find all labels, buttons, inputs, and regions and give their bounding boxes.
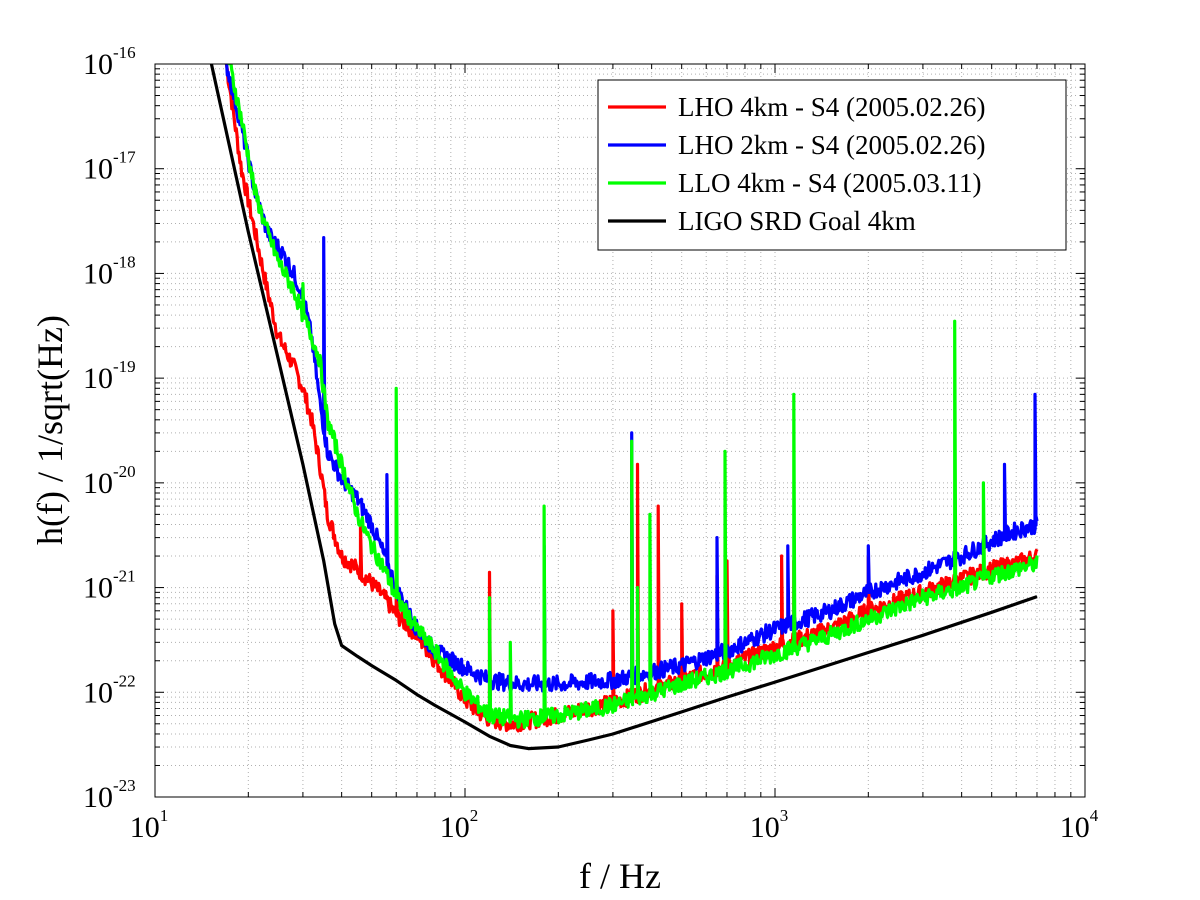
y-tick-label: 10-19: [83, 357, 136, 395]
legend-box: [597, 79, 1067, 251]
series-line-4: [209, 64, 1038, 751]
x-tick-label: 104: [1060, 806, 1099, 844]
x-tick-label: 101: [130, 806, 169, 844]
y-tick-label: 10-21: [83, 567, 136, 605]
y-tick-label: 10-23: [83, 776, 136, 814]
series-layer: [209, 64, 1039, 751]
y-tick-label: 10-18: [83, 252, 136, 290]
x-axis-label: f / Hz: [579, 856, 661, 896]
x-tick-labels: 101 102 103 104: [130, 806, 1099, 844]
legend-entry: LIGO SRD Goal 4km: [678, 206, 916, 236]
ticks: [154, 63, 1086, 798]
y-tick-label: 10-17: [83, 148, 136, 186]
legend-entry: LHO 4km - S4 (2005.02.26): [678, 92, 985, 122]
legend-entry: LLO 4km - S4 (2005.03.11): [678, 168, 981, 198]
series-line-3: [227, 64, 1039, 729]
x-tick-label: 102: [440, 806, 479, 844]
y-tick-label: 10-20: [83, 462, 136, 500]
legend-entry: LHO 2km - S4 (2005.02.26): [678, 130, 985, 160]
y-tick-label: 10-16: [83, 43, 136, 81]
y-tick-labels: 10-16 10-17 10-18 10-19 10-20 10-21 10-22 10-23: [83, 43, 136, 814]
x-tick-label: 103: [750, 806, 789, 844]
legend: LHO 4km - S4 (2005.02.26) LHO 2km - S4 (2…: [597, 79, 1067, 251]
y-axis-label: h(f) / 1/sqrt(Hz): [30, 315, 70, 545]
y-tick-label: 10-22: [83, 671, 136, 709]
plot-frame: [154, 63, 1086, 798]
